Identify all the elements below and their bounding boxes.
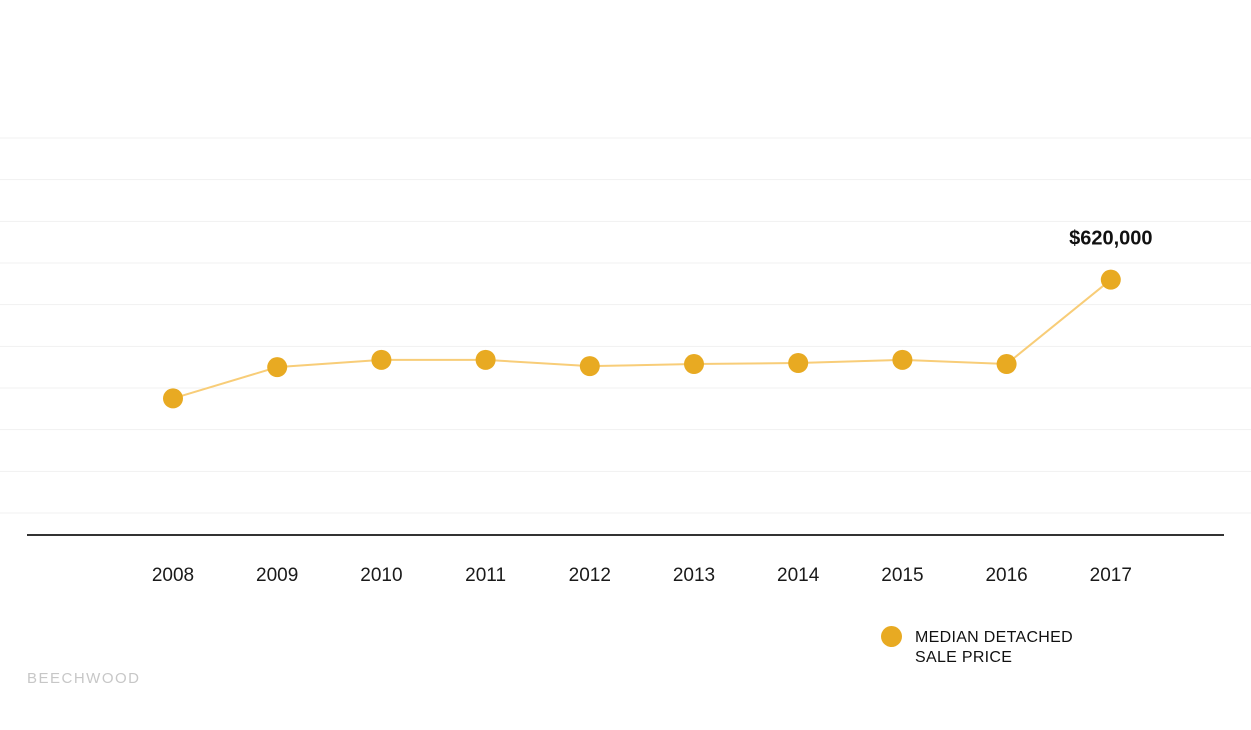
annotations: $620,000: [1069, 228, 1152, 250]
data-label: $620,000: [1069, 228, 1152, 250]
x-tick-label: 2016: [985, 565, 1027, 586]
data-point: [996, 354, 1017, 375]
data-point: [1100, 269, 1121, 290]
x-tick-label: 2017: [1090, 565, 1132, 586]
x-tick-label: 2009: [256, 565, 298, 586]
legend: MEDIAN DETACHED SALE PRICE: [881, 626, 1090, 668]
data-point: [684, 354, 704, 375]
series-median-detached: [163, 269, 1121, 409]
x-tick-label: 2010: [360, 565, 402, 586]
x-tick-labels: 2008 2009 2010 2011 2012 2013 2014 2015 2016 2017: [152, 565, 1132, 586]
x-tick-label: 2014: [777, 565, 820, 586]
x-tick-label: 2013: [673, 565, 715, 586]
x-tick-label: 2015: [881, 565, 923, 586]
x-tick-label: 2012: [569, 565, 611, 586]
data-point: [579, 356, 600, 377]
data-point: [475, 349, 496, 370]
series-line: [172, 278, 1112, 400]
legend-swatch: [881, 626, 902, 647]
gridlines: [0, 137, 1251, 514]
brand-watermark: BEECHWOOD: [27, 670, 141, 687]
data-point: [892, 349, 913, 370]
legend-label: MEDIAN DETACHED SALE PRICE: [915, 629, 1073, 666]
data-point: [163, 388, 183, 409]
data-point: [371, 349, 392, 370]
data-point: [267, 357, 288, 378]
x-tick-label: 2011: [465, 565, 506, 586]
data-point: [788, 353, 809, 373]
x-tick-label: 2008: [152, 565, 194, 586]
